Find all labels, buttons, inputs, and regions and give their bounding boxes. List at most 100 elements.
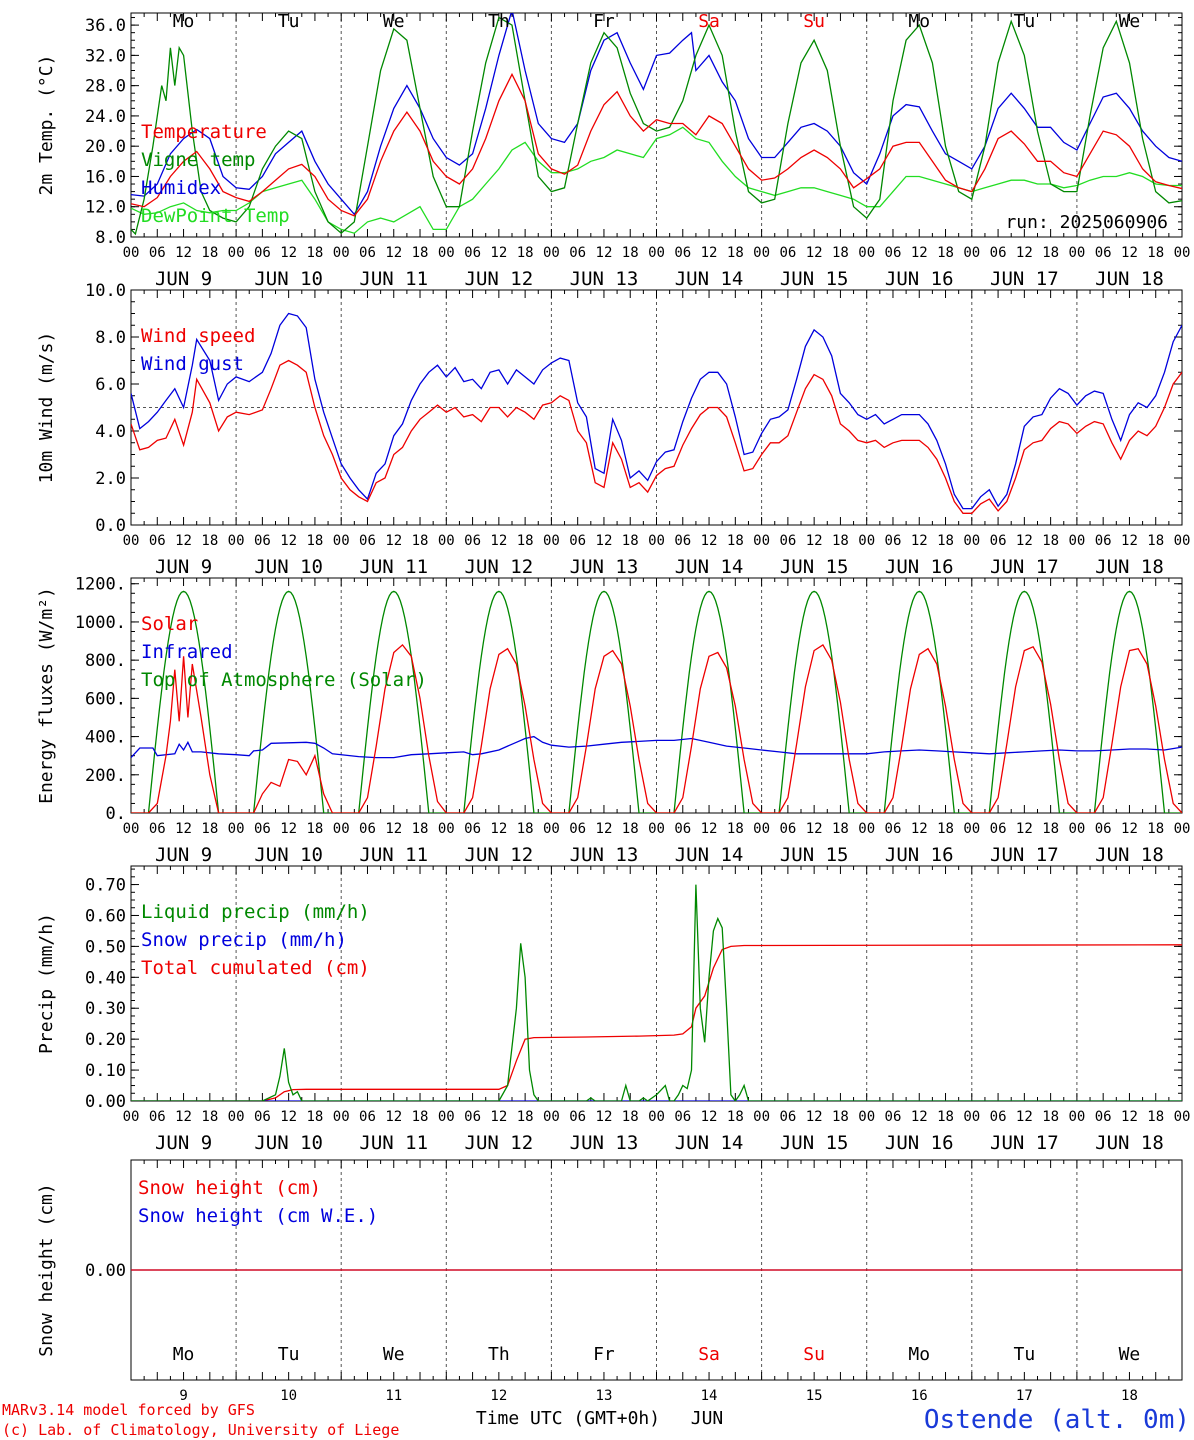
y-tick-label: 0.40 [85,968,126,988]
date-label: JUN 9 [155,268,212,290]
hour-tick-label: 12 [911,1109,928,1125]
hour-tick-label: 00 [123,245,140,261]
day-number-label: 11 [385,1388,402,1404]
hour-tick-label: 12 [596,533,613,549]
hour-tick-label: 00 [438,533,455,549]
series-line-solar [131,643,1182,813]
hour-tick-label: 18 [937,533,954,549]
hour-tick-label: 18 [306,821,323,837]
day-number-label: 10 [280,1388,297,1404]
y-tick-label: 32.0 [85,46,126,66]
day-number-label: 14 [701,1388,718,1404]
date-label: JUN 15 [780,268,849,290]
hour-tick-label: 12 [596,821,613,837]
hour-tick-label: 00 [963,1109,980,1125]
weekday-label: Tu [1014,1344,1036,1365]
hour-tick-label: 18 [412,821,429,837]
hour-tick-label: 00 [753,533,770,549]
hour-tick-label: 00 [1068,821,1085,837]
hour-tick-label: 18 [1147,821,1164,837]
y-tick-label: 0.20 [85,1030,126,1050]
weekday-label: Th [488,1344,510,1365]
hour-tick-label: 00 [543,1109,560,1125]
day-number-label: 13 [596,1388,613,1404]
panel-wind: 0.0 2.0 4.0 6.0 8.0 10.0 10m Wind (m/s) Wind sp… [36,281,1190,578]
panel-energy: 0. 200. 400. 600. 800. 1000. 1200. Energy fluxe… [36,575,1190,866]
date-label: JUN 18 [1095,268,1164,290]
hour-tick-label: 12 [911,245,928,261]
date-label: JUN 17 [990,1132,1059,1154]
hour-tick-label: 06 [674,245,691,261]
legend-entry: Humidex [141,177,221,199]
date-label: JUN 9 [155,556,212,578]
y-tick-label: 20.0 [85,137,126,157]
series-line-infrared [131,735,1182,759]
legend-entry: Wind gust [141,353,244,375]
hour-tick-label: 06 [885,821,902,837]
hour-tick-label: 06 [1095,821,1112,837]
run-label: run: 2025060906 [1005,212,1168,233]
hour-tick-label: 06 [1095,533,1112,549]
y-tick-label: 0.0 [95,516,126,536]
hour-tick-label: 18 [937,1109,954,1125]
hour-tick-label: 06 [254,533,271,549]
y-tick-label: 28.0 [85,77,126,97]
hour-tick-label: 12 [385,1109,402,1125]
hour-tick-label: 18 [306,533,323,549]
hour-tick-label: 06 [569,821,586,837]
date-label: JUN 17 [990,268,1059,290]
date-label: JUN 13 [570,556,639,578]
hour-tick-label: 06 [464,1109,481,1125]
legend-entry: Vigne temp [141,149,255,171]
y-tick-label: 2.0 [95,469,126,489]
hour-tick-label: 06 [149,1109,166,1125]
hour-tick-label: 18 [832,1109,849,1125]
hour-tick-label: 12 [385,533,402,549]
hour-tick-label: 18 [412,245,429,261]
y-tick-label: 0.00 [85,1261,126,1281]
weekday-label: Su [803,11,825,32]
hour-tick-label: 00 [648,533,665,549]
hour-tick-label: 18 [1042,1109,1059,1125]
y-tick-label: 600. [85,689,126,709]
credit-line-2: (c) Lab. of Climatology, University of L… [2,1421,399,1439]
date-label: JUN 12 [465,1132,534,1154]
y-tick-label: 0.30 [85,999,126,1019]
date-label: JUN 14 [675,844,744,866]
hour-tick-label: 18 [1042,821,1059,837]
hour-tick-label: 18 [727,821,744,837]
series-line-wind-gust [131,312,1182,510]
hour-tick-label: 00 [438,245,455,261]
date-label: JUN 9 [155,844,212,866]
legend-entry: Solar [141,613,198,635]
hour-tick-label: 12 [1121,533,1138,549]
month-label: JUN [691,1408,724,1429]
series-line-humidex [131,13,1182,216]
series-line-dewpoint-temp [131,126,1182,234]
hour-tick-label: 18 [1042,245,1059,261]
hour-tick-label: 12 [175,821,192,837]
hour-tick-label: 12 [701,1109,718,1125]
hour-tick-label: 12 [806,821,823,837]
hour-tick-label: 06 [990,245,1007,261]
hour-tick-label: 06 [149,245,166,261]
hour-tick-label: 18 [1042,533,1059,549]
series-line-total-cumulated-cm- [131,944,1182,1101]
hour-tick-label: 06 [779,821,796,837]
hour-tick-label: 06 [674,533,691,549]
day-number-label: 18 [1121,1388,1138,1404]
date-label: JUN 16 [885,268,954,290]
y-tick-label: 1200. [75,575,126,595]
date-label: JUN 12 [465,844,534,866]
y-axis-label: 2m Temp. (°C) [36,55,57,196]
date-label: JUN 16 [885,844,954,866]
hour-tick-label: 00 [858,1109,875,1125]
hour-tick-label: 06 [359,533,376,549]
hour-tick-label: 12 [596,1109,613,1125]
date-label: JUN 12 [465,556,534,578]
weekday-label: Mo [173,1344,195,1365]
y-tick-label: 24.0 [85,107,126,127]
weekday-label: Sa [698,11,720,32]
hour-tick-label: 18 [1147,245,1164,261]
